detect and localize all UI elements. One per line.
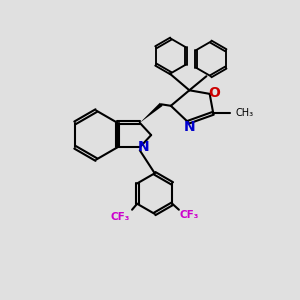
Text: CH₃: CH₃ — [235, 108, 253, 118]
Text: CF₃: CF₃ — [180, 210, 199, 220]
Text: CF₃: CF₃ — [110, 212, 130, 223]
Text: N: N — [138, 140, 149, 154]
Polygon shape — [140, 103, 163, 123]
Text: N: N — [183, 120, 195, 134]
Text: O: O — [208, 86, 220, 100]
